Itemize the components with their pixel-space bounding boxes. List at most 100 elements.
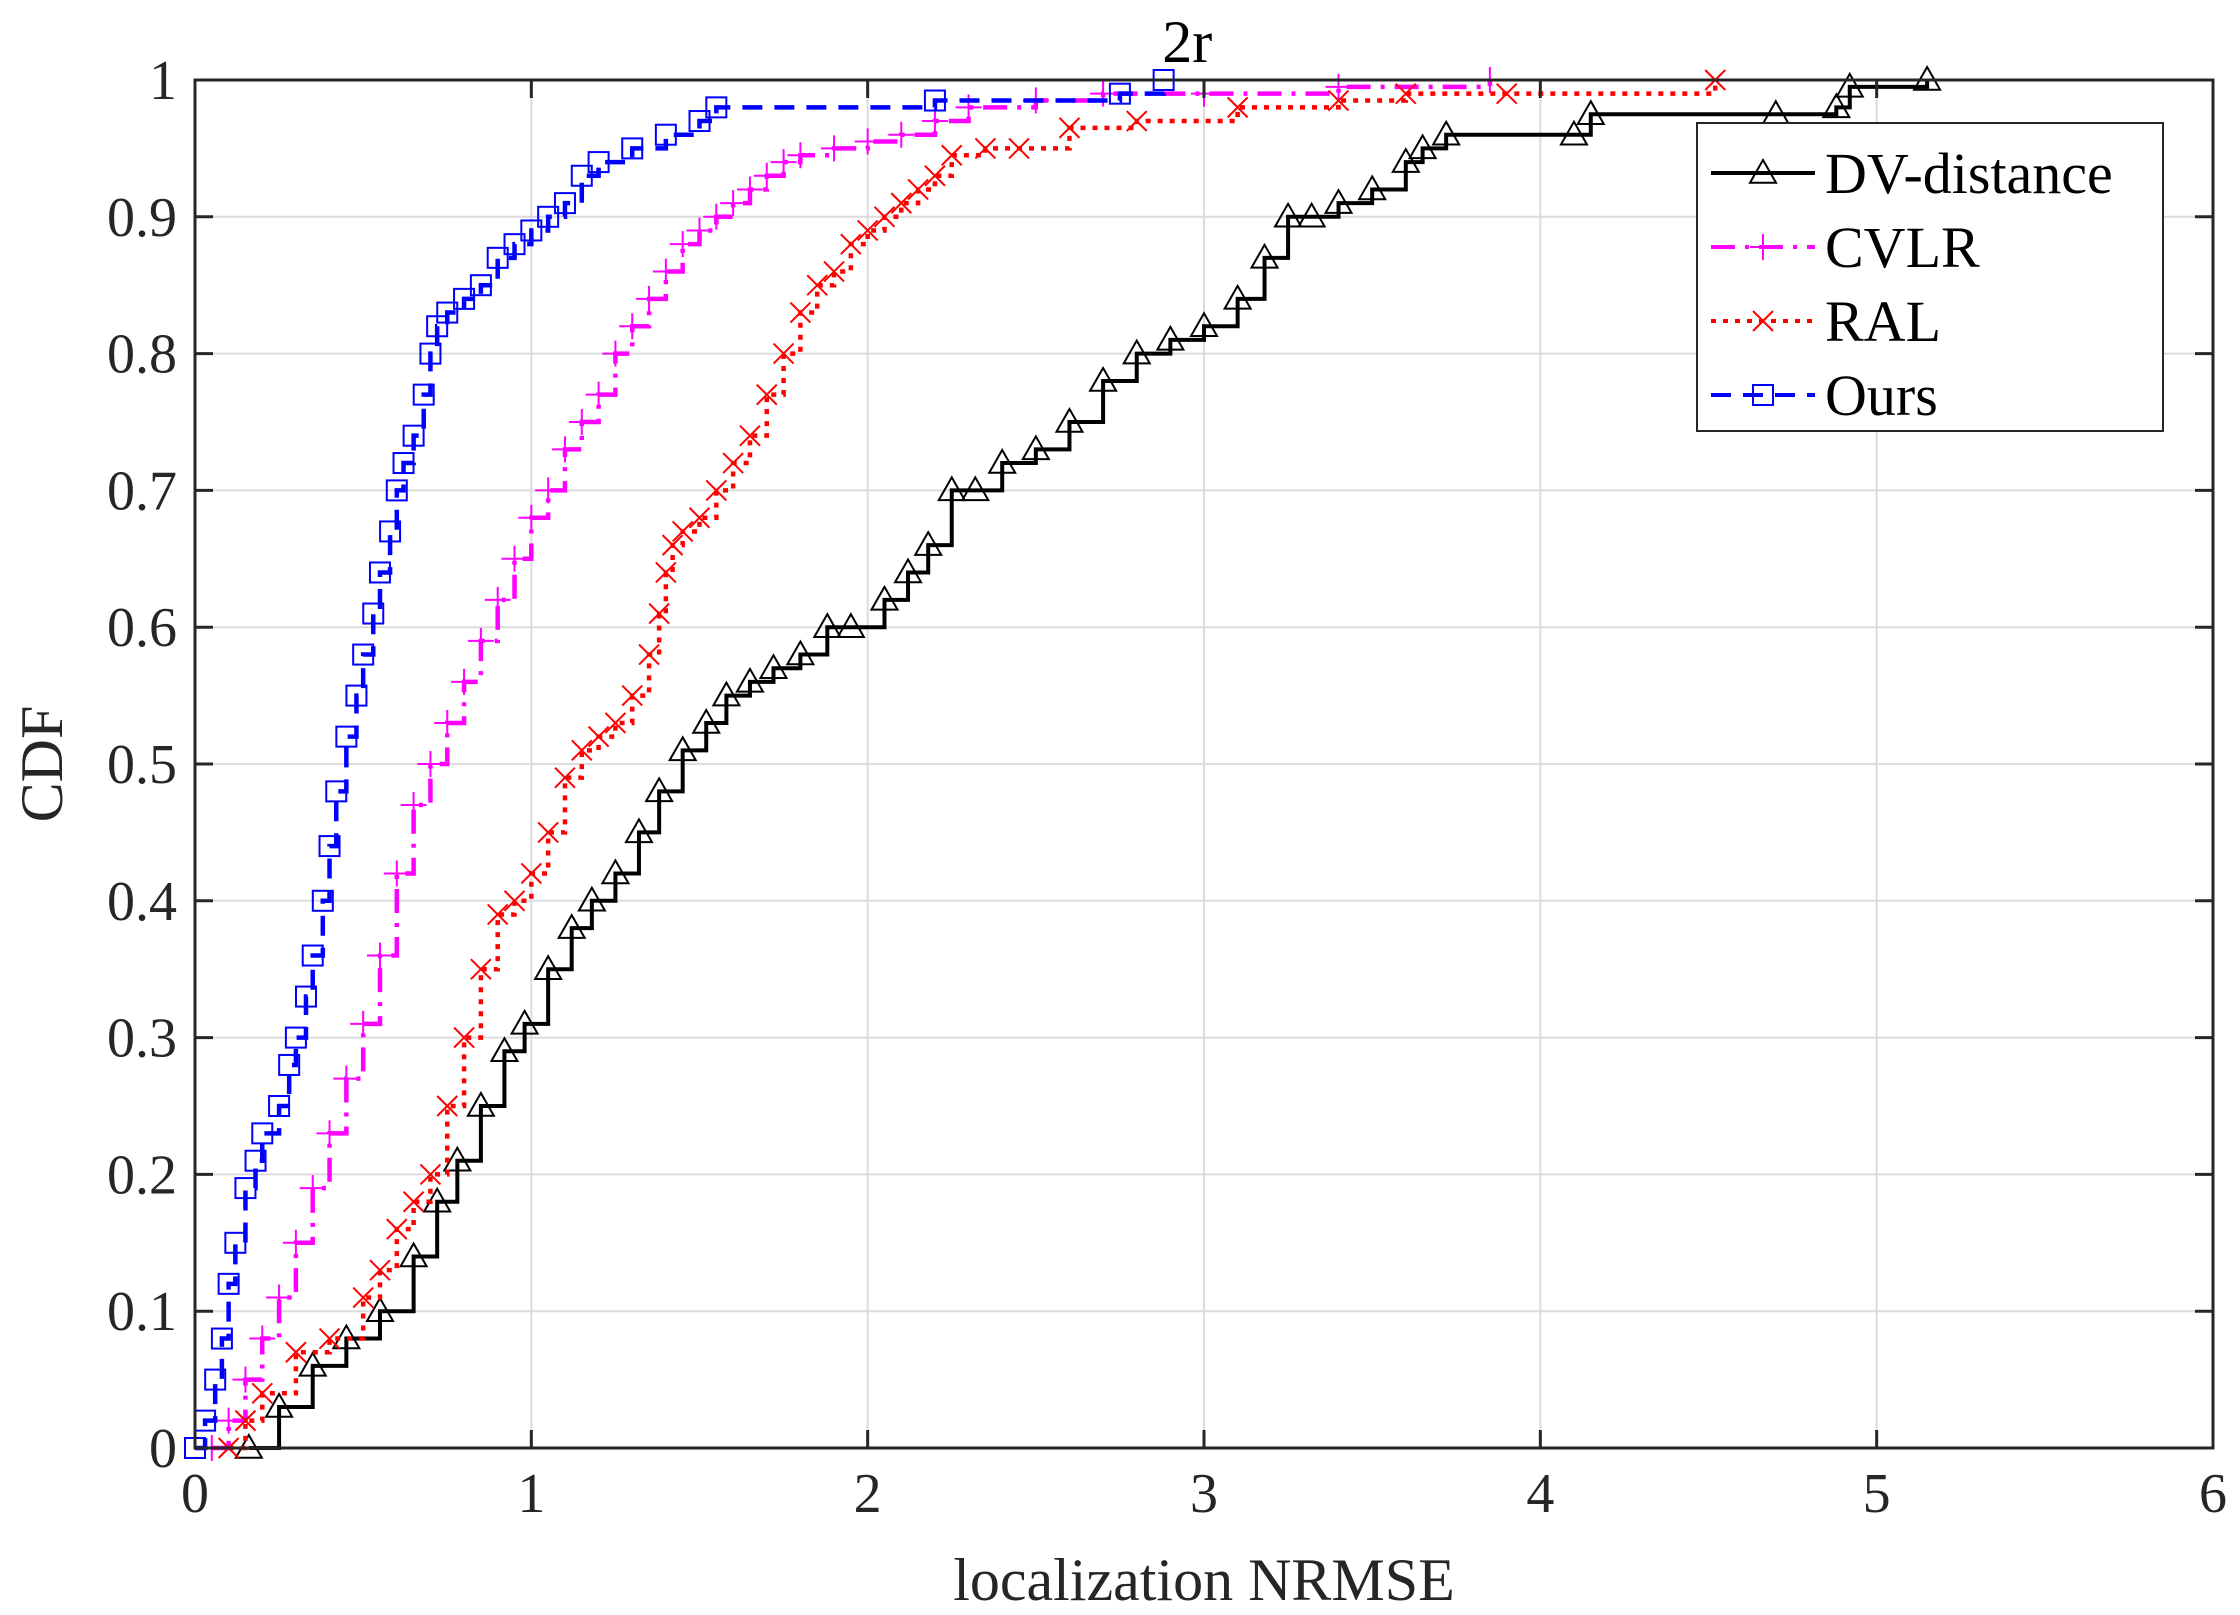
data-point-ral xyxy=(369,1259,391,1281)
tick-labels: 0 1 2 3 4 5 6 0 0.1 0.2 0.3 0.4 0.5 0.6 0.7 0.8 0.9 1 xyxy=(107,50,2227,1525)
data-point-ours xyxy=(486,246,509,269)
data-point-ours xyxy=(537,205,560,228)
x-tick-label: 1 xyxy=(517,1463,545,1525)
data-point-ours xyxy=(217,1272,240,1295)
series-ral xyxy=(217,69,1726,1459)
data-point-ral xyxy=(974,137,997,160)
data-point-ours xyxy=(325,780,348,803)
data-point-dv-distance xyxy=(644,776,674,803)
y-tick-label: 1 xyxy=(149,50,177,112)
data-point-dv-distance xyxy=(1559,119,1589,146)
data-point-cvlr xyxy=(636,285,663,312)
data-point-ral xyxy=(840,233,862,255)
data-point-ours xyxy=(362,602,385,625)
x-tick-label: 2 xyxy=(854,1463,882,1525)
x-tick-label: 6 xyxy=(2199,1463,2227,1525)
data-point-cvlr xyxy=(350,1010,377,1037)
data-point-ral xyxy=(739,424,761,447)
data-point-cvlr xyxy=(669,231,696,258)
data-point-dv-distance xyxy=(1821,92,1852,119)
data-point-ours xyxy=(224,1231,247,1254)
data-point-ral xyxy=(638,643,660,666)
data-point-dv-distance xyxy=(1273,201,1303,228)
data-point-ral xyxy=(537,821,559,844)
legend-label: DV-distance xyxy=(1825,141,2113,206)
data-point-dv-distance xyxy=(1088,365,1118,392)
data-point-ours xyxy=(436,301,459,324)
data-point-ral xyxy=(907,178,929,201)
data-point-ours xyxy=(412,383,435,406)
data-point-cvlr xyxy=(484,586,511,613)
data-point-dv-distance xyxy=(1835,71,1865,98)
data-point-dv-distance xyxy=(869,584,900,611)
data-point-ral xyxy=(661,534,684,556)
data-point-ral xyxy=(823,260,845,283)
data-point-cvlr xyxy=(821,135,848,162)
data-point-dv-distance xyxy=(365,1296,395,1322)
data-point-ours xyxy=(923,89,946,112)
data-point-cvlr xyxy=(921,108,948,135)
legend-label: Ours xyxy=(1825,363,1938,428)
data-point-cvlr xyxy=(299,1175,326,1202)
series-ours xyxy=(184,69,1175,1459)
grid xyxy=(195,80,2213,1448)
data-point-ours xyxy=(453,287,476,310)
data-point-cvlr xyxy=(686,217,713,244)
data-point-ral xyxy=(1058,117,1081,139)
data-point-dv-distance xyxy=(937,475,967,502)
data-point-dv-distance xyxy=(735,666,765,693)
data-point-ral xyxy=(419,1163,442,1186)
data-point-ours xyxy=(503,233,526,256)
data-point-ours xyxy=(294,985,317,1008)
data-point-cvlr xyxy=(518,504,545,531)
data-point-ral xyxy=(1327,89,1350,112)
data-point-dv-distance xyxy=(1296,201,1327,228)
data-point-ral xyxy=(671,520,694,543)
data-point-cvlr xyxy=(434,709,461,736)
data-point-cvlr xyxy=(316,1120,343,1147)
data-point-ours xyxy=(654,123,677,146)
x-tick-label: 0 xyxy=(181,1463,209,1525)
x-tick-label: 4 xyxy=(1526,1463,1554,1525)
data-point-cvlr xyxy=(720,190,747,217)
data-point-cvlr xyxy=(232,1366,259,1393)
data-point-dv-distance xyxy=(1249,242,1280,269)
data-point-ours xyxy=(621,137,644,160)
data-point-ours xyxy=(402,424,425,447)
y-tick-label: 0.8 xyxy=(107,324,177,386)
data-point-ral xyxy=(924,165,946,187)
data-point-ours xyxy=(379,520,402,543)
data-point-dv-distance xyxy=(893,557,923,584)
data-point-cvlr xyxy=(333,1065,360,1092)
data-point-cvlr xyxy=(551,436,578,463)
data-point-ours xyxy=(705,96,728,119)
data-point-ral xyxy=(890,192,913,214)
data-point-dv-distance xyxy=(1222,283,1253,310)
data-point-dv-distance xyxy=(489,1036,520,1063)
data-point-ral xyxy=(772,342,795,365)
data-point-ral xyxy=(234,1409,257,1432)
data-point-ral xyxy=(1395,82,1417,105)
data-point-ral xyxy=(789,301,812,324)
data-point-dv-distance xyxy=(297,1350,328,1377)
data-point-cvlr xyxy=(249,1325,276,1352)
data-point-ral xyxy=(520,862,543,885)
data-point-ral xyxy=(722,452,744,474)
data-point-ral xyxy=(587,725,610,748)
data-point-cvlr xyxy=(383,860,410,887)
data-point-cvlr xyxy=(619,313,646,340)
data-point-ours xyxy=(352,643,375,666)
data-point-ours xyxy=(520,219,543,242)
y-tick-label: 0.1 xyxy=(107,1281,177,1343)
data-point-ours xyxy=(469,274,492,297)
data-point-cvlr xyxy=(888,121,915,148)
data-point-ours xyxy=(244,1149,267,1172)
data-point-dv-distance xyxy=(556,913,587,939)
data-point-cvlr xyxy=(568,409,595,435)
data-point-cvlr xyxy=(585,381,612,408)
data-point-ours xyxy=(335,725,358,748)
legend-item-ours: Ours xyxy=(1711,363,1938,428)
data-point-dv-distance xyxy=(836,612,866,638)
data-point-dv-distance xyxy=(422,1186,452,1213)
data-point-dv-distance xyxy=(442,1145,473,1172)
